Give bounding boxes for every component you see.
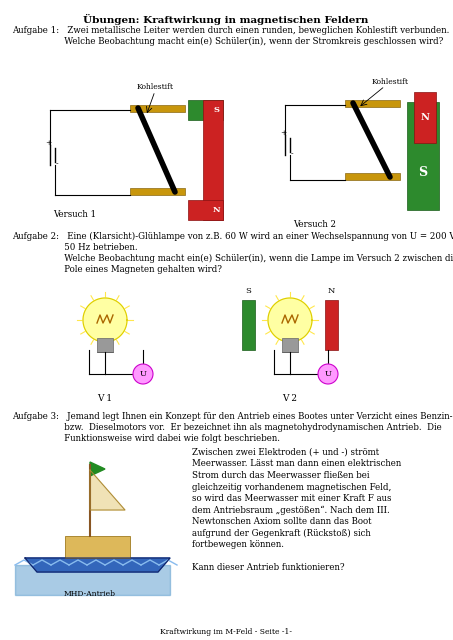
Text: Strom durch das Meerwasser fließen bei: Strom durch das Meerwasser fließen bei [192,471,370,480]
Text: Kraftwirkung im M-Feld - Seite -1-: Kraftwirkung im M-Feld - Seite -1- [160,628,292,636]
Polygon shape [90,462,105,476]
Text: Welche Beobachtung macht ein(e) Schüler(in), wenn der Stromkreis geschlossen wir: Welche Beobachtung macht ein(e) Schüler(… [12,37,443,46]
Text: +: + [280,129,286,137]
Text: Aufgabe 1:   Zwei metallische Leiter werden durch einen runden, beweglichen Kohl: Aufgabe 1: Zwei metallische Leiter werde… [12,26,449,35]
Text: Welche Beobachtung macht ein(e) Schüler(in), wenn die Lampe im Versuch 2 zwische: Welche Beobachtung macht ein(e) Schüler(… [12,254,453,263]
Polygon shape [83,298,127,342]
Text: Aufgabe 3:   Jemand legt Ihnen ein Konzept für den Antrieb eines Bootes unter Ve: Aufgabe 3: Jemand legt Ihnen ein Konzept… [12,412,453,421]
Text: dem Antriebsraum „gestößen“. Nach dem III.: dem Antriebsraum „gestößen“. Nach dem II… [192,506,390,515]
Bar [130,105,185,112]
Text: +: + [45,139,51,147]
Text: Versuch 1: Versuch 1 [53,210,96,219]
Bar [242,300,255,350]
Text: Funktionsweise wird dabei wie folgt beschrieben.: Funktionsweise wird dabei wie folgt besc… [12,434,280,443]
Bar [188,200,223,220]
Text: Aufgabe 2:   Eine (Klarsicht)-Glühlampe von z.B. 60 W wird an einer Wechselspann: Aufgabe 2: Eine (Klarsicht)-Glühlampe vo… [12,232,453,241]
Text: MHD-Antrieb: MHD-Antrieb [64,590,116,598]
Text: U: U [140,370,146,378]
Text: Kohlestift: Kohlestift [371,78,409,86]
Text: aufgrund der Gegenkraft (Rückstoß) sich: aufgrund der Gegenkraft (Rückstoß) sich [192,529,371,538]
Bar [345,173,400,180]
Text: gleichzeitig vorhandenem magnetischen Feld,: gleichzeitig vorhandenem magnetischen Fe… [192,483,391,492]
Bar [414,92,436,143]
Bar [203,100,223,220]
Text: -: - [291,150,293,158]
Polygon shape [90,470,125,510]
Bar [407,102,439,210]
Bar [282,338,298,352]
Text: Pole eines Magneten gehalten wird?: Pole eines Magneten gehalten wird? [12,265,222,274]
Polygon shape [268,298,312,342]
Text: so wird das Meerwasser mit einer Kraft F aus: so wird das Meerwasser mit einer Kraft F… [192,494,391,503]
Polygon shape [25,558,170,572]
Text: N: N [328,287,335,295]
Text: S: S [246,287,251,295]
Text: U: U [324,370,332,378]
Text: Versuch 2: Versuch 2 [294,220,337,229]
Text: S: S [213,106,219,114]
Bar [65,536,130,558]
Text: N: N [420,113,429,122]
Text: Zwischen zwei Elektroden (+ und -) strömt: Zwischen zwei Elektroden (+ und -) ström… [192,448,379,457]
Text: Kohlestift: Kohlestift [136,83,173,91]
Circle shape [318,364,338,384]
Circle shape [133,364,153,384]
Bar [188,100,223,120]
Bar [325,300,338,350]
Text: Übungen: Kraftwirkung in magnetischen Feldern: Übungen: Kraftwirkung in magnetischen Fe… [83,14,369,25]
Text: V 1: V 1 [97,394,112,403]
Text: -: - [56,160,58,168]
Text: Kann dieser Antrieb funktionieren?: Kann dieser Antrieb funktionieren? [192,563,345,572]
Polygon shape [15,565,170,595]
Text: Newtonschen Axiom sollte dann das Boot: Newtonschen Axiom sollte dann das Boot [192,517,371,526]
Bar [97,338,113,352]
Text: S: S [419,166,428,179]
Text: bzw.  Dieselmotors vor.  Er bezeichnet ihn als magnetohydrodynamischen Antrieb. : bzw. Dieselmotors vor. Er bezeichnet ihn… [12,423,442,432]
Text: fortbewegen können.: fortbewegen können. [192,540,284,549]
Text: V 2: V 2 [283,394,298,403]
Text: Meerwasser. Lässt man dann einen elektrischen: Meerwasser. Lässt man dann einen elektri… [192,460,401,468]
Text: N: N [212,206,220,214]
Text: 50 Hz betrieben.: 50 Hz betrieben. [12,243,138,252]
Bar [345,100,400,107]
Bar [130,188,185,195]
